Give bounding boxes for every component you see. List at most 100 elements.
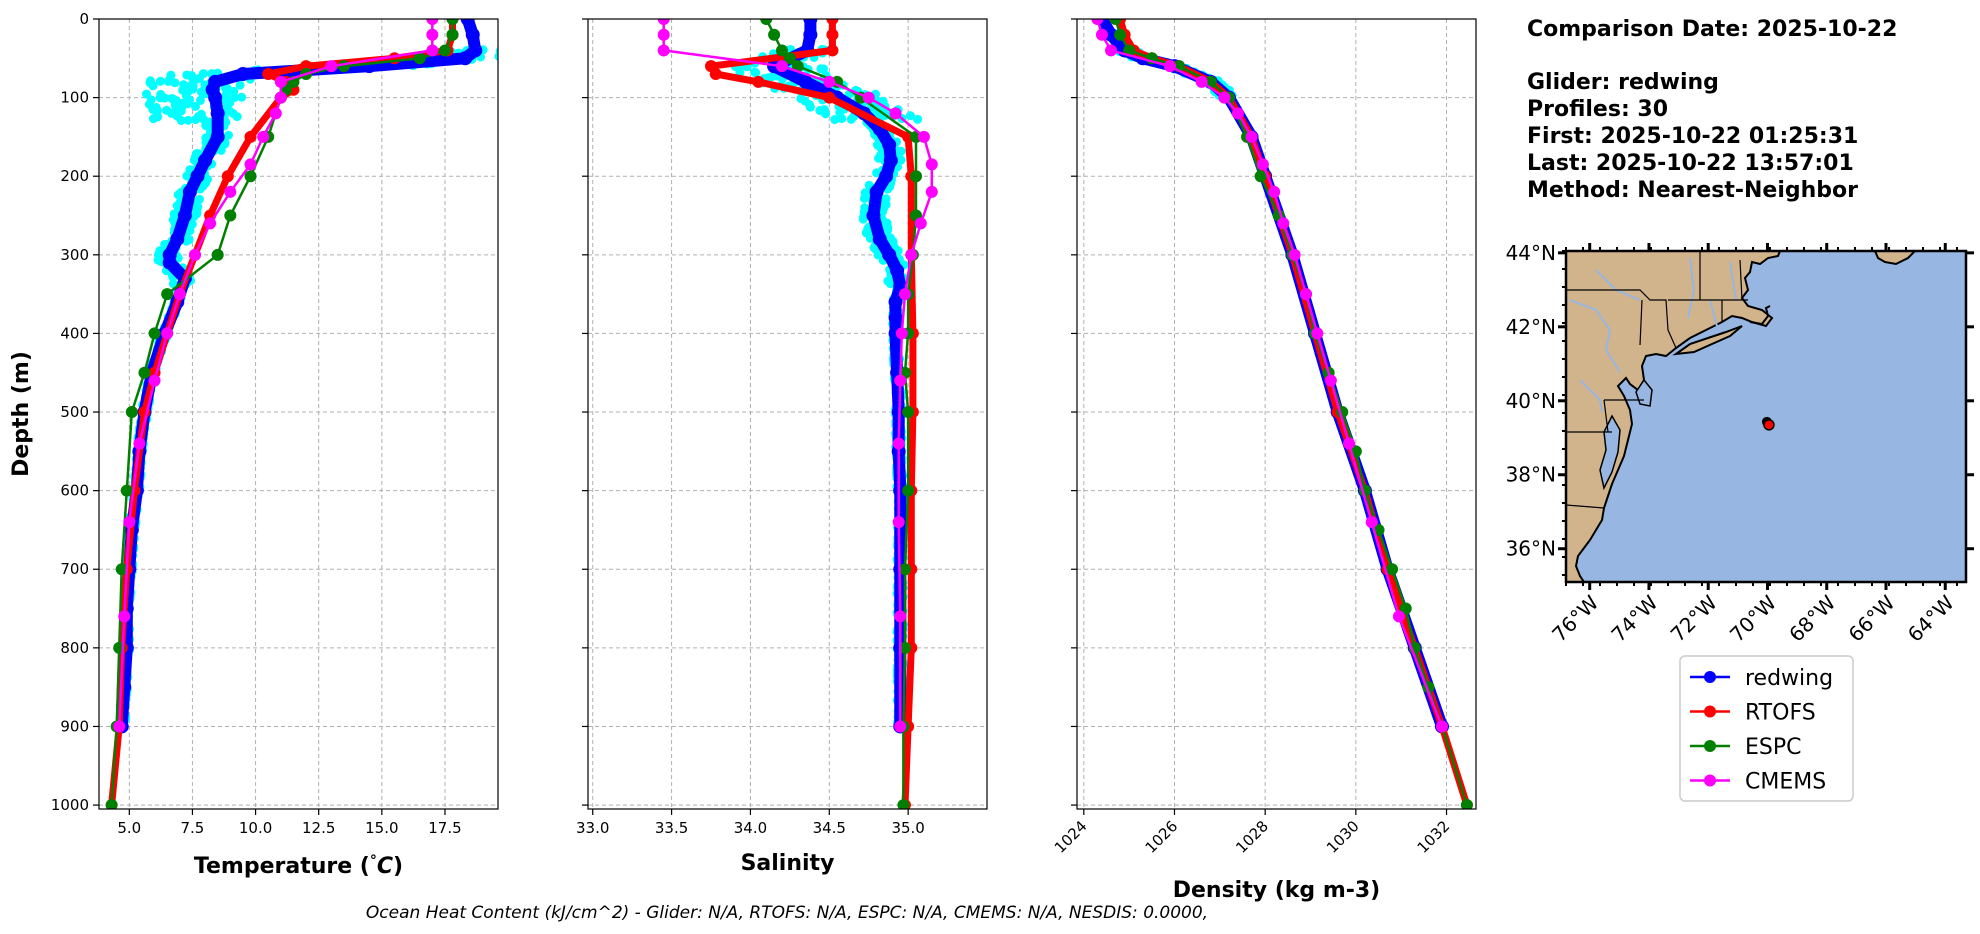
series-point bbox=[657, 28, 670, 41]
lat-label: 42°N bbox=[1506, 315, 1556, 339]
map-long-island bbox=[1672, 325, 1743, 356]
lon-label: 74°W bbox=[1606, 590, 1662, 646]
info-line: Last: 2025-10-22 13:57:01 bbox=[1527, 151, 1854, 176]
panel-2: 33.0 33.5 34.0 34.5 35.0 Salinity bbox=[576, 18, 988, 876]
glider-point bbox=[155, 76, 165, 86]
series-point bbox=[925, 158, 938, 171]
x-axis-label-text: Temperature ( bbox=[194, 854, 370, 879]
series-point bbox=[1256, 158, 1269, 171]
series-point bbox=[162, 255, 177, 270]
glider-point bbox=[872, 168, 882, 178]
glider-point bbox=[183, 115, 193, 125]
series-point bbox=[883, 153, 898, 168]
series-line bbox=[1096, 19, 1448, 729]
series-point bbox=[426, 19, 439, 25]
lon-label: 68°W bbox=[1784, 590, 1840, 646]
lon-label: 70°W bbox=[1725, 590, 1781, 646]
series-point bbox=[783, 52, 796, 65]
glider-point bbox=[865, 233, 875, 243]
y-tick-label: 0 bbox=[79, 10, 89, 28]
series-point bbox=[1399, 602, 1412, 615]
series-point bbox=[1288, 248, 1301, 261]
series-point bbox=[224, 209, 237, 222]
lon-label: 76°W bbox=[1547, 590, 1603, 646]
series-point bbox=[1343, 437, 1356, 450]
series-point bbox=[898, 288, 911, 301]
info-block: Comparison Date: 2025-10-22 Glider: redw… bbox=[1527, 17, 1897, 203]
glider-point bbox=[905, 111, 915, 121]
series-point bbox=[274, 91, 287, 104]
map-cape-cod bbox=[1749, 305, 1771, 326]
series-point bbox=[888, 294, 903, 309]
x-axis-label: Temperature (°C) bbox=[194, 853, 403, 879]
series-point bbox=[897, 799, 910, 809]
series-point bbox=[138, 366, 151, 379]
legend-item-redwing: redwing bbox=[1690, 666, 1833, 691]
series-point bbox=[892, 516, 905, 529]
glider-profiles-scatter bbox=[1114, 44, 1448, 732]
series-point bbox=[902, 484, 915, 497]
series-point bbox=[235, 67, 250, 82]
series-cmems bbox=[113, 19, 439, 733]
glider-point bbox=[216, 145, 226, 155]
glider-point bbox=[805, 102, 815, 112]
glider-point bbox=[148, 114, 158, 124]
legend-item-espc: ESPC bbox=[1690, 735, 1802, 760]
series-line bbox=[110, 19, 454, 806]
series-point bbox=[1311, 327, 1324, 340]
series-point bbox=[889, 107, 902, 120]
x-tick-label: 34.0 bbox=[734, 819, 767, 837]
series-point bbox=[221, 170, 234, 183]
series-point bbox=[1268, 185, 1281, 198]
series-point bbox=[170, 232, 185, 247]
glider-point bbox=[837, 114, 847, 124]
x-tick-label: 33.5 bbox=[655, 819, 688, 837]
series-point bbox=[657, 19, 670, 25]
series-point bbox=[823, 75, 836, 88]
glider-point bbox=[913, 114, 923, 124]
legend-marker bbox=[1704, 705, 1716, 718]
series-point bbox=[113, 720, 126, 733]
series-point bbox=[123, 516, 136, 529]
y-tick-label: 1000 bbox=[51, 796, 89, 814]
series-point bbox=[177, 208, 192, 223]
series-point bbox=[413, 52, 426, 65]
series-point bbox=[1299, 288, 1312, 301]
x-tick-label: 1026 bbox=[1142, 817, 1182, 857]
series-point bbox=[1245, 130, 1258, 143]
series-point bbox=[1277, 217, 1290, 230]
y-tick-label: 500 bbox=[60, 403, 89, 421]
legend-label: ESPC bbox=[1745, 735, 1802, 760]
series-point bbox=[118, 610, 131, 623]
x-axis-label-close: ) bbox=[393, 854, 403, 879]
panel-1: 0 100 200 300 400 500 600 700 800 900 1000 5.0 7.5 10… bbox=[9, 10, 499, 879]
series-point bbox=[862, 91, 875, 104]
glider-point bbox=[223, 130, 233, 140]
glider-point bbox=[232, 112, 242, 122]
lat-label: 40°N bbox=[1506, 389, 1556, 413]
series-point bbox=[1109, 19, 1122, 25]
lon-label: 64°W bbox=[1903, 590, 1959, 646]
series-point bbox=[826, 28, 839, 41]
series-point bbox=[1460, 799, 1473, 809]
series-cmems bbox=[657, 19, 938, 733]
lon-label: 66°W bbox=[1844, 590, 1900, 646]
series-point bbox=[224, 185, 237, 198]
series-point bbox=[465, 27, 480, 42]
glider-point bbox=[201, 120, 211, 130]
degree-sign: ° bbox=[370, 853, 377, 869]
series-point bbox=[438, 44, 451, 57]
series-point bbox=[866, 208, 881, 223]
series-point bbox=[657, 44, 670, 57]
series-point bbox=[458, 51, 473, 66]
glider-track-point bbox=[1763, 419, 1775, 431]
axes-frame bbox=[587, 18, 988, 810]
series-point bbox=[917, 130, 930, 143]
series-cmems bbox=[1091, 19, 1448, 733]
series-point bbox=[890, 263, 905, 278]
unit-letter: C bbox=[377, 854, 393, 879]
y-tick-label: 300 bbox=[60, 246, 89, 264]
glider-point bbox=[235, 80, 245, 90]
series-point bbox=[826, 44, 839, 57]
